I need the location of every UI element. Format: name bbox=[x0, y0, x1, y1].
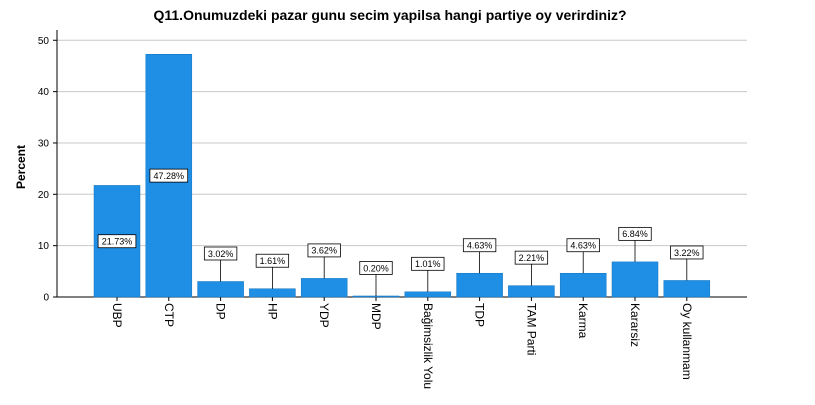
bar-3 bbox=[249, 288, 296, 298]
x-tick-label: Karma bbox=[576, 303, 590, 339]
data-label-box bbox=[97, 234, 137, 249]
y-tick-label: 50 bbox=[38, 36, 50, 47]
data-label: 3.02% bbox=[208, 249, 234, 259]
data-label: 0.20% bbox=[363, 263, 389, 273]
x-tick-label: DP bbox=[214, 303, 228, 320]
data-label: 4.63% bbox=[467, 241, 493, 251]
x-tick-labels: UBP CTP DP HP YDP MDP Bağimsizlik Yolu TDP TAM P… bbox=[110, 303, 694, 389]
chart-title: Q11.Onumuzdeki pazar gunu secim yapilsa … bbox=[153, 7, 626, 23]
data-label-box bbox=[149, 168, 189, 183]
x-tick-label: Bağimsizlik Yolu bbox=[421, 303, 435, 389]
data-label: 4.63% bbox=[570, 241, 596, 251]
x-tick-label: MDP bbox=[369, 303, 383, 330]
bar-11 bbox=[663, 280, 711, 298]
bar-5 bbox=[352, 295, 400, 298]
bar-8 bbox=[508, 285, 555, 298]
y-axis-label: Percent bbox=[14, 145, 28, 189]
data-label: 47.28% bbox=[154, 171, 185, 181]
y-tick-label: 30 bbox=[38, 138, 50, 149]
x-tick-label: TDP bbox=[473, 303, 487, 327]
bar-2 bbox=[197, 281, 244, 298]
bar-10 bbox=[611, 261, 659, 298]
data-label: 1.01% bbox=[415, 259, 441, 269]
x-tick-label: HP bbox=[265, 303, 279, 320]
data-label-box bbox=[514, 250, 549, 265]
data-label-box bbox=[307, 243, 341, 258]
data-label-box bbox=[618, 226, 652, 241]
bar-7 bbox=[456, 272, 503, 298]
data-label-box bbox=[462, 238, 497, 253]
data-labels: 21.73% 47.28% 3.02% 1.61% 3.62% 0.20% 1.01% 4.6… bbox=[97, 168, 704, 296]
x-tick-label: Oy kullanmam bbox=[680, 303, 694, 380]
x-tick-label: UBP bbox=[110, 303, 124, 328]
data-label-box bbox=[359, 261, 393, 275]
y-tick-label: 10 bbox=[38, 241, 50, 252]
bar-6 bbox=[404, 291, 452, 298]
data-label-box bbox=[203, 246, 238, 261]
bar-4 bbox=[300, 278, 348, 298]
data-label: 21.73% bbox=[102, 237, 133, 247]
data-label-box bbox=[670, 245, 704, 260]
y-tick-label: 20 bbox=[38, 190, 50, 201]
data-label: 3.22% bbox=[674, 248, 700, 258]
bar-9 bbox=[559, 272, 607, 298]
x-tick-label: TAM Parti bbox=[524, 303, 538, 355]
x-tick-label: YDP bbox=[317, 303, 331, 328]
data-label: 2.21% bbox=[519, 253, 545, 263]
data-label: 3.62% bbox=[311, 246, 337, 256]
data-label: 1.61% bbox=[260, 256, 286, 266]
x-tick-label: Kararsiz bbox=[628, 303, 642, 347]
x-tick-label: CTP bbox=[162, 303, 176, 327]
data-label-box bbox=[255, 253, 290, 268]
data-label: 6.84% bbox=[622, 229, 648, 239]
data-label-box bbox=[411, 256, 445, 271]
y-tick-label: 0 bbox=[43, 293, 49, 304]
y-tick-label: 40 bbox=[38, 87, 50, 98]
data-label-box bbox=[566, 238, 600, 253]
